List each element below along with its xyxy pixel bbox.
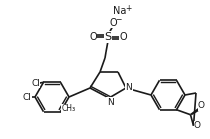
Text: +: + (125, 3, 131, 13)
Text: O: O (109, 18, 117, 28)
Text: O: O (194, 121, 201, 130)
Text: Na: Na (113, 6, 127, 16)
Text: CH₃: CH₃ (62, 104, 76, 113)
Text: O: O (89, 32, 97, 42)
Text: −: − (115, 16, 121, 24)
Text: Cl: Cl (31, 79, 40, 88)
Text: S: S (104, 32, 112, 42)
Text: O: O (198, 101, 205, 110)
Text: Cl: Cl (22, 92, 32, 101)
Text: O: O (119, 32, 127, 42)
Text: N: N (126, 83, 132, 91)
Text: N: N (107, 97, 113, 106)
